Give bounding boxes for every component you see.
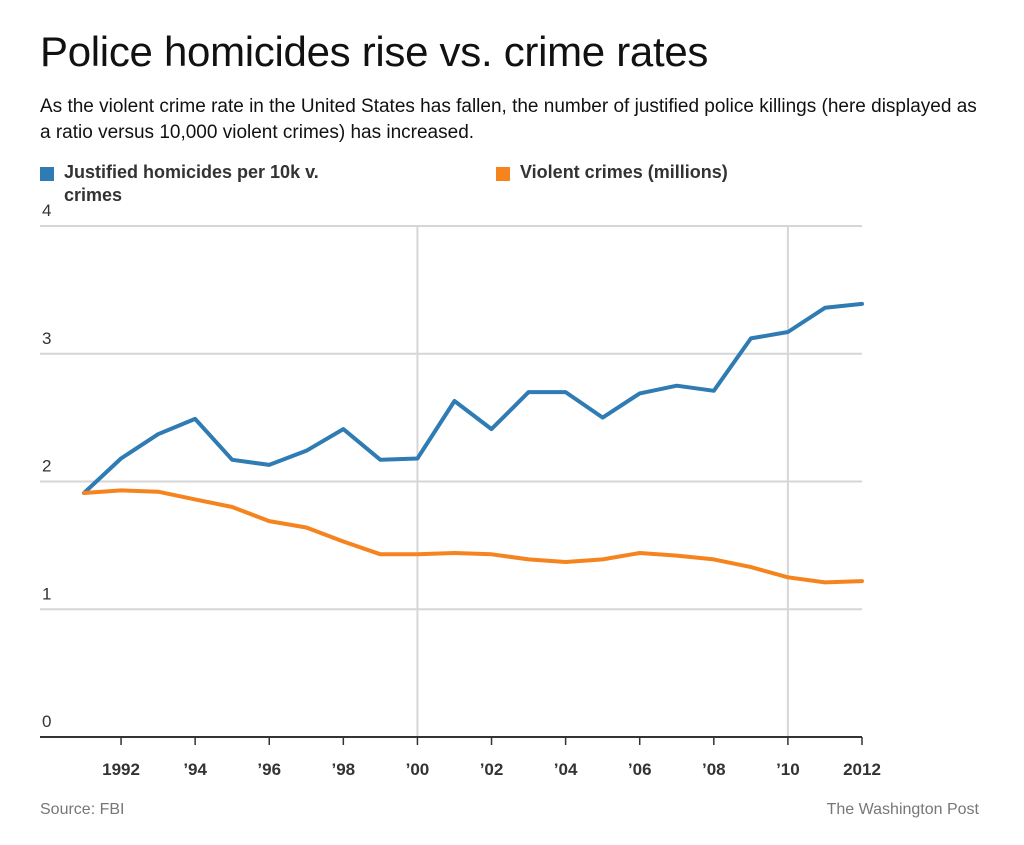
series-line-homicides: [82, 301, 864, 495]
y-tick-label: 0: [42, 712, 51, 731]
x-tick-label: ’96: [257, 760, 281, 779]
chart-subtitle: As the violent crime rate in the United …: [40, 96, 977, 143]
y-tick-label: 4: [42, 201, 51, 220]
x-tick-label: ’98: [332, 760, 356, 779]
legend-item-violent-crimes: Violent crimes (millions): [496, 161, 796, 184]
publisher-credit: The Washington Post: [826, 801, 979, 818]
x-tick-label: 1992: [102, 760, 140, 779]
x-tick-label: ’94: [183, 760, 207, 779]
source-note: Source: FBI: [40, 801, 125, 818]
x-tick-label: ’06: [628, 760, 652, 779]
x-tick-label: ’04: [554, 760, 578, 779]
x-tick-label: ’00: [406, 760, 430, 779]
y-tick-label: 2: [42, 457, 51, 476]
x-tick-label: 2012: [843, 760, 881, 779]
x-tick-label: ’08: [702, 760, 726, 779]
legend-item-homicides: Justified homicides per 10k v. crimes: [40, 161, 360, 207]
series-line-violent-crimes: [82, 488, 864, 585]
legend-label-violent-crimes: Violent crimes (millions): [520, 162, 728, 182]
x-tick-label: ’10: [776, 760, 800, 779]
legend-label-homicides: Justified homicides per 10k v. crimes: [64, 162, 319, 205]
chart-title: Police homicides rise vs. crime rates: [40, 28, 709, 75]
x-tick-label: ’02: [480, 760, 504, 779]
legend-swatch-orange: [496, 167, 510, 181]
y-tick-label: 1: [42, 584, 51, 603]
legend-swatch-blue: [40, 167, 54, 181]
y-tick-label: 3: [42, 329, 51, 348]
